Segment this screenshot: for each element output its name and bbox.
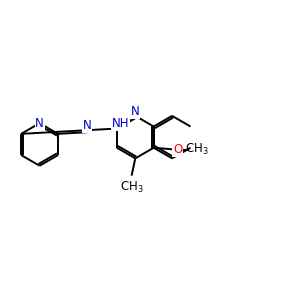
Text: N: N [83,119,92,132]
Text: CH$_3$: CH$_3$ [120,180,143,195]
Text: N: N [131,105,140,118]
Text: O: O [173,143,182,156]
Text: N: N [35,117,44,130]
Text: CH$_3$: CH$_3$ [185,142,208,157]
Text: NH: NH [112,117,129,130]
